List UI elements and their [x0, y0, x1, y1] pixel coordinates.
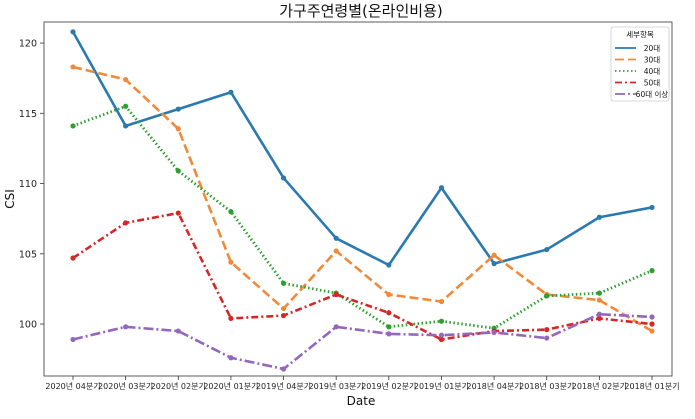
y-tick-label: 105 — [19, 249, 37, 260]
x-tick-label: 2020년 03분기 — [98, 381, 153, 391]
data-point — [438, 332, 445, 338]
data-point — [438, 336, 445, 343]
y-axis-title: CSI — [3, 189, 17, 209]
y-tick-label: 120 — [19, 39, 37, 50]
x-tick-label: 2018년 02분기 — [572, 381, 627, 391]
x-axis-title: Date — [347, 394, 376, 408]
data-point — [228, 209, 234, 215]
data-point — [596, 214, 602, 220]
series-line — [72, 65, 653, 333]
legend-label: 50대 — [644, 79, 661, 88]
series-layer — [70, 29, 655, 372]
series-20대 — [70, 29, 655, 268]
data-point — [175, 106, 181, 112]
x-tick-label: 2020년 02분기 — [151, 381, 206, 391]
data-point — [228, 315, 234, 322]
x-tick-label: 2019년 02분기 — [361, 381, 416, 391]
data-point — [649, 321, 655, 327]
x-tick-label: 2018년 01분기 — [624, 381, 679, 391]
data-point — [70, 255, 76, 261]
data-point — [123, 123, 129, 129]
data-point — [649, 328, 655, 334]
data-point — [386, 262, 392, 268]
legend-label: 40대 — [644, 67, 661, 76]
x-tick-label: 2019년 03분기 — [309, 381, 364, 391]
series-30대 — [70, 64, 655, 334]
x-tick-label: 2018년 03분기 — [519, 381, 574, 391]
data-point — [228, 89, 234, 95]
data-point — [491, 261, 497, 267]
data-point — [280, 312, 287, 319]
series-line — [72, 312, 653, 371]
data-point — [491, 329, 497, 336]
data-point — [280, 305, 287, 312]
data-point — [649, 314, 655, 320]
data-point — [544, 327, 550, 333]
data-point — [333, 324, 339, 330]
x-tick-label: 2019년 01분기 — [414, 381, 469, 391]
data-point — [544, 293, 550, 299]
data-point — [386, 291, 392, 298]
legend-label: 30대 — [644, 56, 661, 65]
data-point — [123, 220, 129, 226]
data-point — [333, 248, 339, 254]
y-axis: 100 105 110 115 120 — [19, 39, 44, 331]
data-point — [280, 280, 287, 286]
series-line — [71, 31, 653, 267]
data-point — [70, 29, 76, 35]
data-point — [596, 290, 602, 296]
data-point — [175, 210, 181, 216]
data-point — [649, 204, 655, 211]
data-point — [123, 103, 129, 109]
data-point — [438, 318, 445, 324]
data-point — [438, 298, 445, 305]
data-point — [649, 268, 655, 274]
data-point — [280, 366, 287, 372]
y-tick-label: 110 — [19, 179, 37, 190]
data-point — [123, 76, 129, 83]
data-point — [544, 335, 550, 341]
data-point — [228, 355, 234, 361]
data-point — [228, 259, 234, 265]
x-tick-label: 2020년 01분기 — [203, 381, 258, 391]
x-tick-label: 2019년 04분기 — [256, 381, 311, 391]
data-point — [438, 185, 445, 191]
x-tick-label: 2018년 04분기 — [467, 381, 522, 391]
plot-area — [43, 21, 673, 377]
data-point — [596, 311, 602, 317]
data-point — [70, 336, 76, 343]
series-50대 — [70, 210, 655, 343]
data-point — [491, 252, 497, 258]
data-point — [280, 175, 287, 181]
data-point — [386, 331, 392, 337]
data-point — [544, 246, 550, 253]
data-point — [175, 126, 181, 132]
data-point — [175, 168, 181, 174]
data-point — [175, 328, 181, 334]
data-point — [333, 235, 339, 241]
y-tick-label: 100 — [19, 320, 37, 331]
x-tick-label: 2020년 04분기 — [45, 381, 100, 391]
data-point — [70, 123, 76, 129]
legend-label: 20대 — [644, 44, 661, 53]
data-point — [123, 324, 129, 330]
data-point — [70, 64, 76, 70]
legend-label: 60대 이상 — [636, 89, 669, 99]
y-tick-label: 115 — [19, 109, 37, 120]
data-point — [386, 310, 392, 316]
chart-title: 가구주연령별(온라인비용) — [279, 2, 443, 20]
data-point — [596, 315, 602, 322]
data-point — [596, 297, 602, 303]
data-point — [386, 324, 392, 330]
legend-title: 세부항목 — [626, 30, 654, 39]
data-point — [333, 291, 339, 298]
series-60대 이상 — [70, 311, 655, 372]
series-line — [72, 211, 653, 341]
